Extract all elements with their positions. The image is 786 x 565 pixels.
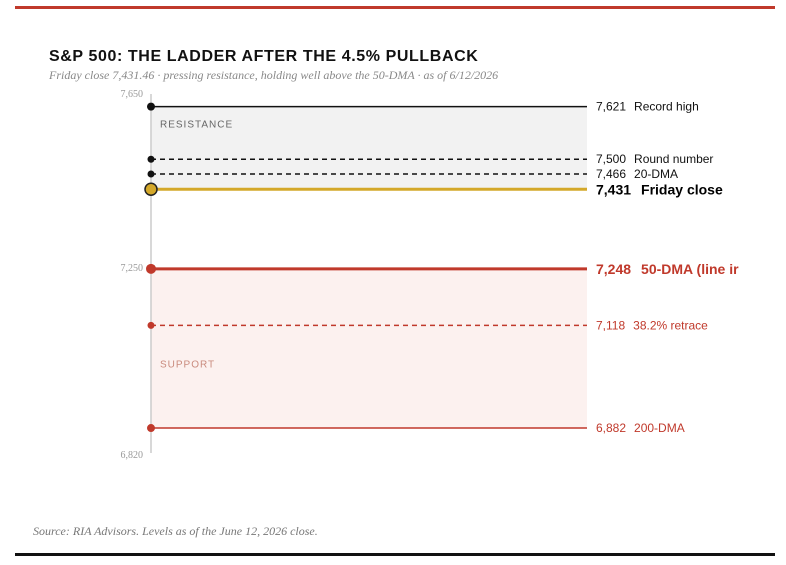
level-marker bbox=[144, 182, 158, 197]
level-label: 7,466 20-DMA bbox=[596, 167, 678, 181]
zone-label-support: SUPPORT bbox=[160, 359, 215, 370]
level-label: 7,621 Record high bbox=[596, 100, 699, 114]
level-marker bbox=[147, 424, 155, 433]
level-label: 6,882 200-DMA bbox=[596, 421, 685, 435]
level-value: 7,621 bbox=[596, 100, 626, 114]
chart-subtitle: Friday close 7,431.46 · pressing resista… bbox=[49, 68, 499, 82]
level-name: 50-DMA (line ir bbox=[641, 261, 739, 277]
level-name: Round number bbox=[634, 152, 713, 166]
level-name: Friday close bbox=[641, 181, 723, 197]
level-value: 6,882 bbox=[596, 421, 626, 435]
bottom-rule bbox=[15, 553, 775, 556]
y-tick-label: 7,250 bbox=[121, 263, 144, 274]
level-label: 7,500 Round number bbox=[596, 152, 713, 166]
zone-band-resistance bbox=[151, 106, 587, 190]
level-marker bbox=[147, 102, 155, 111]
level-marker bbox=[146, 263, 156, 274]
source-note: Source: RIA Advisors. Levels as of the J… bbox=[33, 524, 318, 538]
level-label: 7,431 Friday close bbox=[596, 181, 723, 197]
level-marker bbox=[147, 170, 155, 178]
y-tick-label: 7,650 bbox=[121, 89, 144, 100]
chart-title: S&P 500: THE LADDER AFTER THE 4.5% PULLB… bbox=[49, 48, 479, 65]
level-label: 7,248 50-DMA (line ir bbox=[596, 261, 739, 277]
level-name: 20-DMA bbox=[634, 167, 678, 181]
level-value: 7,118 bbox=[596, 318, 625, 332]
chart-canvas: 7,650 7,250 6,820 RESISTANCE SUPPORT 7,621 Rec… bbox=[121, 89, 740, 461]
level-label: 7,118 38.2% retrace bbox=[596, 318, 708, 332]
level-value: 7,431 bbox=[596, 181, 631, 197]
level-marker bbox=[147, 321, 155, 329]
level-value: 7,466 bbox=[596, 167, 626, 181]
level-name: Record high bbox=[634, 100, 699, 114]
level-name: 200-DMA bbox=[634, 421, 685, 435]
zone-label-resistance: RESISTANCE bbox=[160, 120, 233, 131]
zone-band-support bbox=[151, 268, 587, 429]
level-name: 38.2% retrace bbox=[633, 318, 708, 332]
level-marker bbox=[147, 155, 155, 163]
y-tick-label: 6,820 bbox=[121, 450, 144, 461]
level-value: 7,248 bbox=[596, 261, 631, 277]
level-value: 7,500 bbox=[596, 152, 626, 166]
top-rule bbox=[15, 6, 775, 9]
